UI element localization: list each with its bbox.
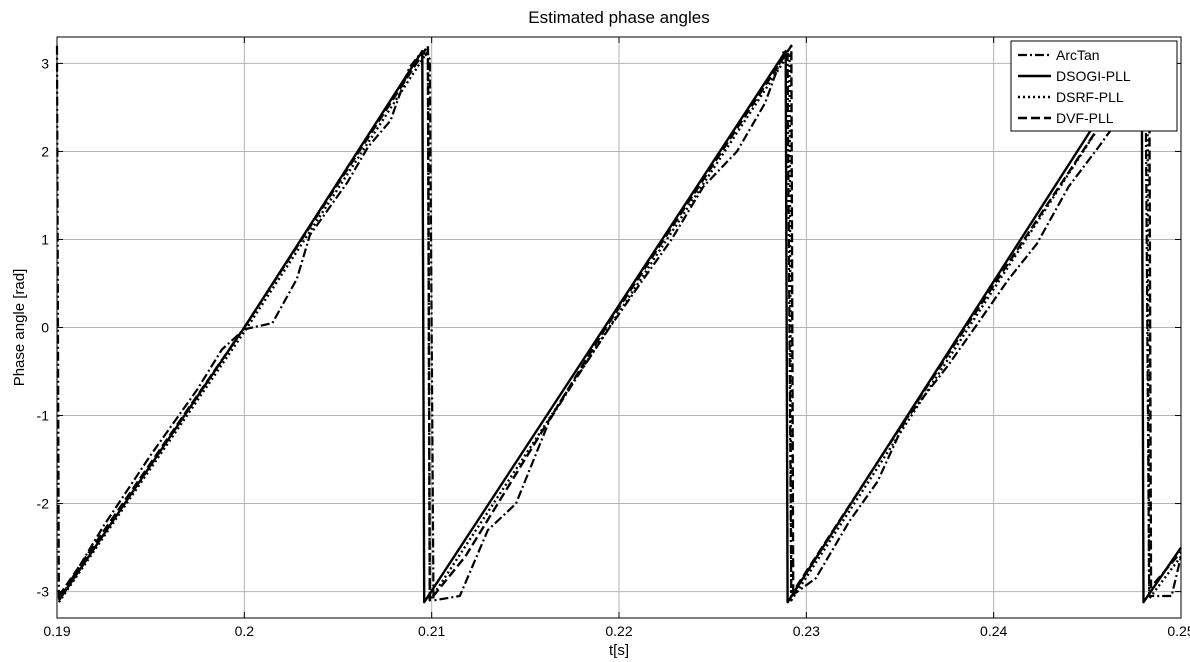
y-tick-label: -3 <box>37 584 50 600</box>
series-line-arctan <box>55 45 1183 602</box>
series-line-dsrf-pll <box>57 49 1182 603</box>
y-tick-label: -1 <box>37 408 50 424</box>
x-tick-label: 0.25 <box>1167 623 1190 639</box>
axis-ticks: 0.19 0.2 0.21 0.22 0.23 0.24 0.25 -3 -2 -1 0 1 2 3 <box>37 37 1190 639</box>
x-tick-label: 0.21 <box>418 623 445 639</box>
y-axis-label: Phase angle [rad] <box>11 269 28 387</box>
x-tick-label: 0.2 <box>235 623 255 639</box>
x-tick-label: 0.23 <box>793 623 820 639</box>
y-tick-label: 3 <box>41 55 49 71</box>
series-line-dvf-pll <box>57 44 1182 602</box>
legend-entry: ArcTan <box>1056 47 1100 63</box>
x-axis-label: t[s] <box>609 642 629 659</box>
legend: ArcTan DSOGI-PLL DSRF-PLL DVF-PLL <box>1010 40 1178 132</box>
y-tick-label: 1 <box>41 231 49 247</box>
y-tick-label: -2 <box>37 496 50 512</box>
legend-entry: DSRF-PLL <box>1056 89 1124 105</box>
legend-entry: DSOGI-PLL <box>1056 68 1131 84</box>
y-tick-label: 2 <box>41 143 49 159</box>
y-tick-label: 0 <box>41 320 49 336</box>
x-tick-label: 0.22 <box>605 623 632 639</box>
x-tick-label: 0.24 <box>980 623 1007 639</box>
chart-title: Estimated phase angles <box>528 8 709 27</box>
legend-entry: DVF-PLL <box>1056 110 1114 126</box>
series-lines <box>55 44 1183 604</box>
x-tick-label: 0.19 <box>43 623 70 639</box>
series-line-dsogi-pll <box>57 49 1182 604</box>
